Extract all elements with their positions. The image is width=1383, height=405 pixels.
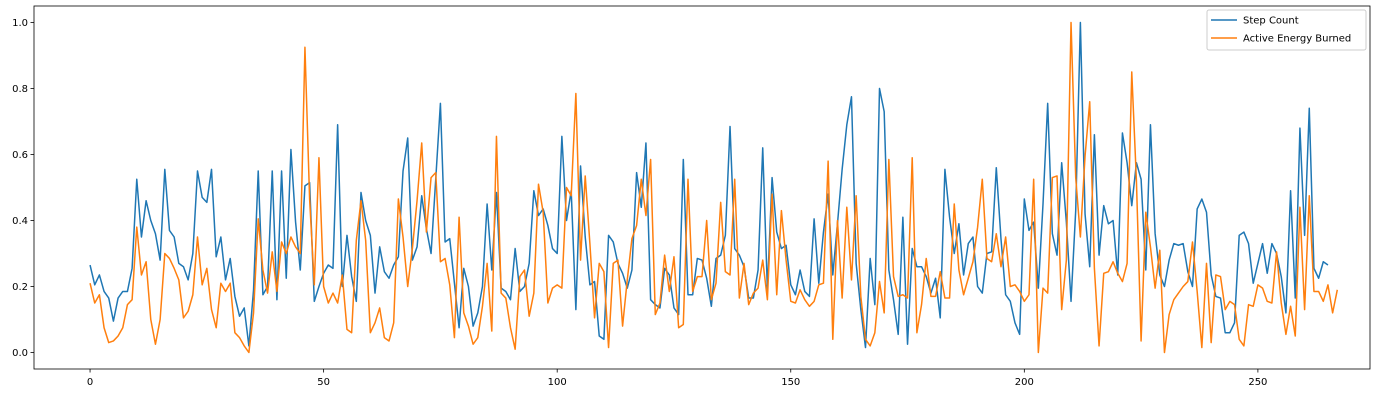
x-tick-label: 100 xyxy=(548,377,567,388)
plot-lines xyxy=(89,21,1339,354)
y-tick-label: 1.0 xyxy=(12,18,28,29)
series-line-step-count xyxy=(89,21,1329,349)
x-tick-label: 0 xyxy=(87,377,93,388)
x-tick-label: 200 xyxy=(1015,377,1034,388)
legend: Step Count Active Energy Burned xyxy=(1206,9,1367,51)
y-tick-label: 0.8 xyxy=(12,84,28,95)
y-axis: 0.0 0.2 0.4 0.6 0.8 1.0 xyxy=(12,18,34,359)
plot-frame xyxy=(33,5,1371,370)
legend-box xyxy=(1206,9,1367,51)
y-tick-label: 0.0 xyxy=(12,348,28,359)
x-tick-label: 50 xyxy=(317,377,330,388)
x-tick-label: 150 xyxy=(781,377,800,388)
y-tick-label: 0.2 xyxy=(12,282,28,293)
series-line-active-energy-burned xyxy=(89,21,1339,354)
legend-label-step-count: Step Count xyxy=(1243,16,1299,27)
x-tick-label: 250 xyxy=(1248,377,1267,388)
y-tick-label: 0.6 xyxy=(12,150,28,161)
x-axis: 0 50 100 150 200 250 xyxy=(87,369,1267,388)
legend-label-active-energy-burned: Active Energy Burned xyxy=(1243,34,1351,45)
y-tick-label: 0.4 xyxy=(12,216,28,227)
